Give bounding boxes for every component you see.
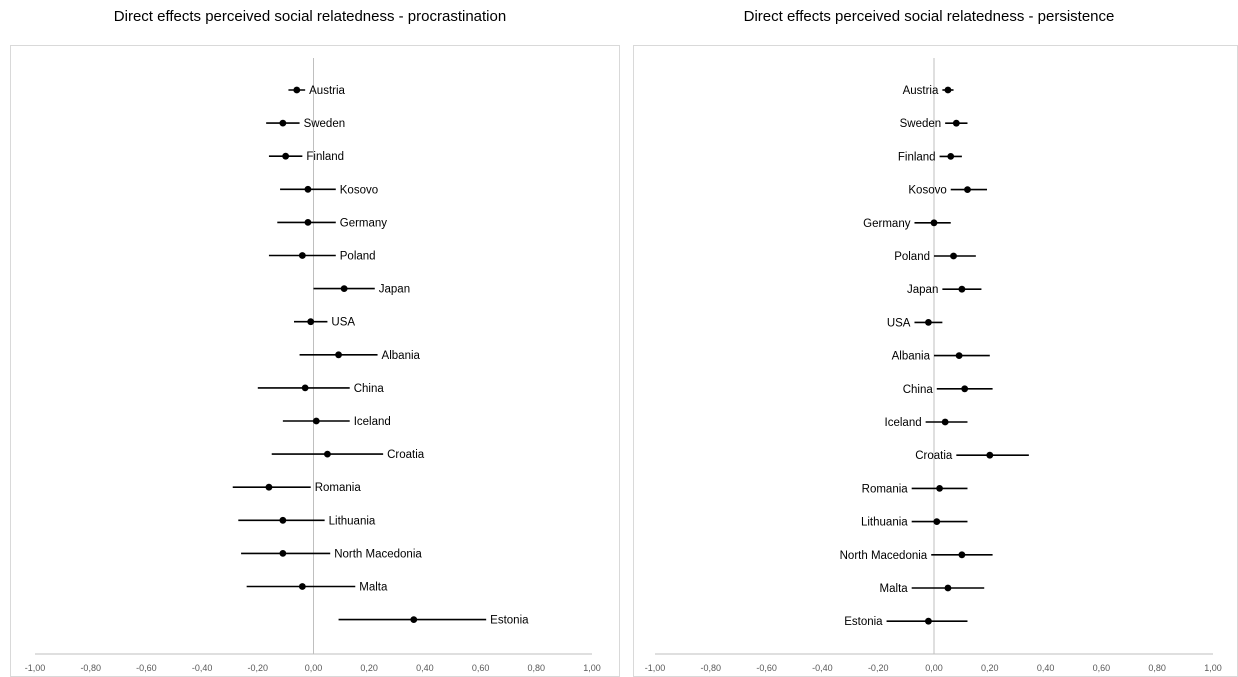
country-label: Lithuania xyxy=(329,515,376,527)
point-estimate xyxy=(964,186,971,194)
point-estimate xyxy=(301,384,309,392)
point-estimate xyxy=(265,483,273,491)
point-estimate xyxy=(947,153,955,160)
country-label: Malta xyxy=(359,582,388,594)
point-estimate xyxy=(952,119,960,127)
country-label: Malta xyxy=(880,583,909,595)
country-label: Germany xyxy=(340,217,388,229)
x-tick-label: 0,80 xyxy=(1148,663,1166,673)
country-label: Kosovo xyxy=(340,184,378,196)
point-estimate xyxy=(282,152,290,160)
country-label: Kosovo xyxy=(908,185,946,197)
point-estimate xyxy=(304,185,312,193)
x-tick-label: 0,00 xyxy=(305,663,323,673)
country-label: North Macedonia xyxy=(840,550,928,562)
country-label: Romania xyxy=(862,483,909,495)
point-estimate xyxy=(925,617,932,625)
country-label: Sweden xyxy=(304,118,346,130)
point-estimate xyxy=(958,285,966,293)
point-estimate xyxy=(298,583,306,590)
x-tick-label: 0,40 xyxy=(1037,663,1055,673)
x-tick-label: -0,40 xyxy=(812,663,833,673)
country-label: USA xyxy=(887,317,911,329)
x-tick-label: -1,00 xyxy=(645,663,666,673)
point-estimate xyxy=(986,451,994,459)
point-estimate xyxy=(936,485,943,492)
x-tick-label: 1,00 xyxy=(1204,663,1222,673)
x-tick-label: 0,80 xyxy=(528,663,546,673)
x-tick-label: 0,00 xyxy=(925,663,943,673)
country-label: Iceland xyxy=(354,416,391,428)
x-tick-label: 0,60 xyxy=(472,663,490,673)
country-label: Sweden xyxy=(900,118,942,130)
point-estimate xyxy=(961,385,969,393)
point-estimate xyxy=(925,319,932,326)
point-estimate xyxy=(958,551,966,559)
chart-title-persistence: Direct effects perceived social relatedn… xyxy=(743,8,1115,25)
point-estimate xyxy=(279,550,287,557)
point-estimate xyxy=(304,219,312,226)
country-label: China xyxy=(903,384,934,396)
country-label: Estonia xyxy=(490,615,529,627)
country-label: Iceland xyxy=(885,417,922,429)
country-label: Croatia xyxy=(915,450,953,462)
point-estimate xyxy=(410,616,418,623)
point-estimate xyxy=(944,584,952,592)
point-estimate xyxy=(293,86,301,94)
country-label: Japan xyxy=(379,284,410,296)
country-label: Austria xyxy=(309,85,345,97)
x-tick-label: 0,60 xyxy=(1093,663,1111,673)
country-label: Romania xyxy=(315,482,362,494)
x-tick-label: -0,20 xyxy=(868,663,889,673)
point-estimate xyxy=(298,252,306,259)
point-estimate xyxy=(944,86,952,94)
country-label: Albania xyxy=(892,351,931,363)
country-label: Albania xyxy=(382,350,421,362)
x-tick-label: 0,20 xyxy=(981,663,999,673)
country-label: Finland xyxy=(306,151,344,163)
country-label: China xyxy=(354,383,385,395)
x-tick-label: 1,00 xyxy=(583,663,601,673)
x-tick-label: -0,80 xyxy=(701,663,722,673)
country-label: Poland xyxy=(340,251,376,263)
x-tick-label: -0,60 xyxy=(136,663,157,673)
point-estimate xyxy=(930,219,938,227)
country-label: Estonia xyxy=(844,616,883,628)
country-label: USA xyxy=(331,317,355,329)
country-label: North Macedonia xyxy=(334,548,422,560)
point-estimate xyxy=(335,351,342,359)
country-label: Germany xyxy=(863,218,911,230)
plot-frame-persistence xyxy=(633,45,1238,677)
point-estimate xyxy=(941,418,949,426)
country-label: Lithuania xyxy=(861,517,908,529)
point-estimate xyxy=(955,352,963,359)
point-estimate xyxy=(307,318,315,326)
point-estimate xyxy=(950,252,957,260)
country-label: Japan xyxy=(907,284,938,296)
plot-frame-procrastination xyxy=(10,45,620,677)
x-tick-label: -0,60 xyxy=(756,663,777,673)
country-label: Croatia xyxy=(387,449,425,461)
country-label: Poland xyxy=(894,251,930,263)
x-tick-label: 0,40 xyxy=(416,663,434,673)
chart-title-procrastination: Direct effects perceived social relatedn… xyxy=(113,8,507,25)
x-tick-label: 0,20 xyxy=(360,663,378,673)
point-estimate xyxy=(279,119,287,127)
point-estimate xyxy=(279,516,287,524)
x-tick-label: -0,40 xyxy=(192,663,213,673)
x-tick-label: -0,80 xyxy=(80,663,101,673)
country-label: Finland xyxy=(898,151,936,163)
x-tick-label: -1,00 xyxy=(25,663,46,673)
point-estimate xyxy=(340,285,348,292)
x-tick-label: -0,20 xyxy=(248,663,269,673)
country-label: Austria xyxy=(903,85,939,97)
point-estimate xyxy=(933,518,941,525)
plot-persistence: -1,00 -0,80 -0,60 -0,40 -0,20 0,00 0,20 0,40 0,6… xyxy=(645,58,1222,673)
plot-procrastination: -1,00 -0,80 -0,60 -0,40 -0,20 0,00 0,20 0,40 0,6… xyxy=(25,58,601,673)
point-estimate xyxy=(324,450,331,458)
point-estimate xyxy=(312,417,320,425)
